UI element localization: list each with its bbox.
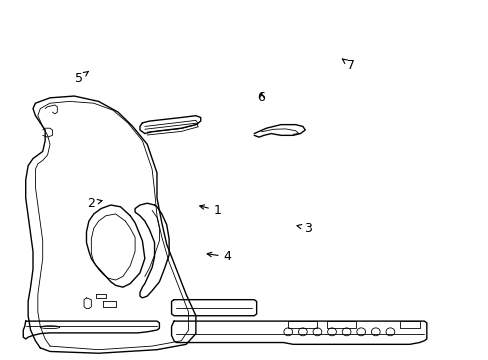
Text: 1: 1 [200,204,221,217]
Text: 7: 7 [342,59,355,72]
Text: 3: 3 [296,222,311,235]
Text: 6: 6 [257,91,265,104]
Text: 5: 5 [75,71,88,85]
Text: 2: 2 [87,197,102,210]
Text: 4: 4 [207,250,231,263]
